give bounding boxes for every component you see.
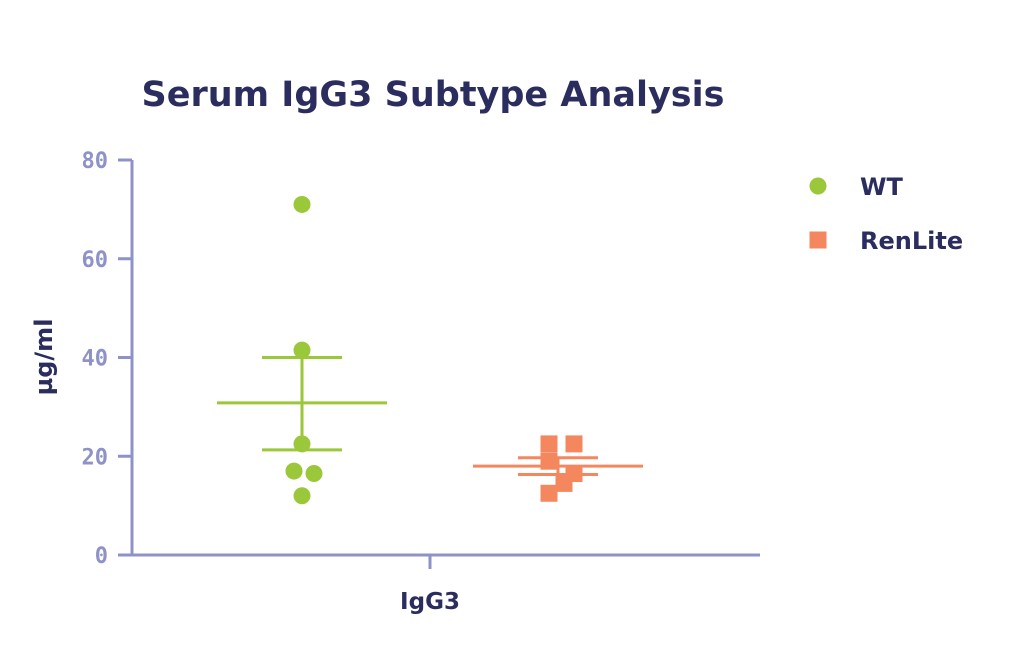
y-tick-label: 60 [82,248,109,273]
wt-point [293,487,311,505]
renlite-point [540,435,558,453]
series-wt [217,195,387,505]
wt-point [293,435,311,453]
y-tick-label: 0 [95,544,108,569]
legend-marker-wt [809,177,827,195]
plot-marks [217,195,643,505]
wt-point [305,465,323,483]
y-tick-label: 80 [82,149,109,174]
renlite-point [555,474,573,492]
legend-marker-renlite [809,231,827,249]
y-tick-label: 40 [82,347,109,372]
renlite-point [565,435,583,453]
renlite-point [540,452,558,470]
wt-point [293,195,311,213]
y-ticks: 0 20 40 60 80 [82,149,132,569]
wt-point [285,462,303,480]
legend: WT RenLite [809,173,963,255]
legend-label-wt: WT [860,173,903,201]
chart-title: Serum IgG3 Subtype Analysis [142,75,725,115]
x-ticks: IgG3 [400,555,460,615]
wt-point [293,341,311,359]
axes [130,160,760,557]
y-axis-label: µg/ml [30,319,58,396]
x-category-label: IgG3 [400,589,460,615]
renlite-point [540,484,558,502]
legend-label-renlite: RenLite [860,227,963,255]
series-renlite [473,435,643,502]
y-tick-label: 20 [82,445,109,470]
